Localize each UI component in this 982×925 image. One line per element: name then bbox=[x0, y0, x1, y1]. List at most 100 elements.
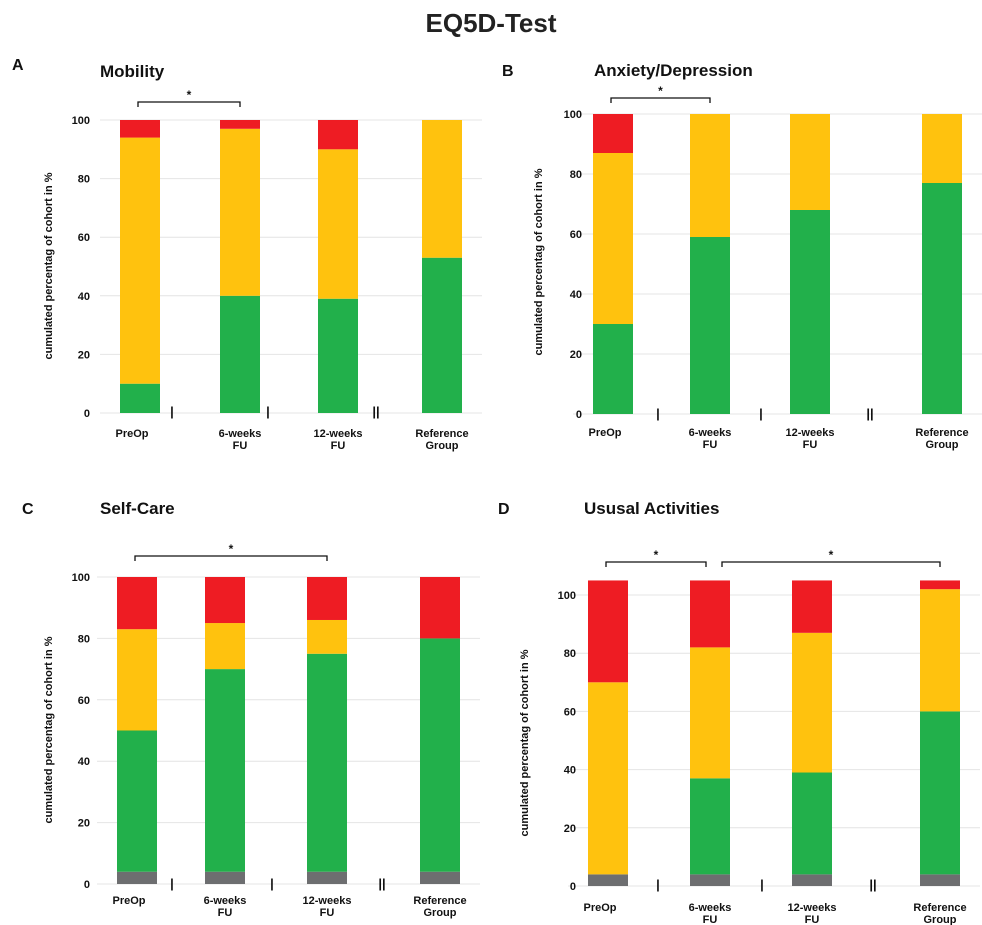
significance-bracket bbox=[137, 101, 241, 107]
bar-segment-green bbox=[117, 730, 157, 872]
category-separator: | bbox=[656, 877, 660, 892]
x-tick-label: Group bbox=[426, 440, 459, 452]
significance-marker: * bbox=[654, 548, 659, 562]
y-tick-label: 40 bbox=[570, 289, 582, 301]
bar-segment-yellow bbox=[690, 647, 730, 779]
bar-segment-yellow bbox=[593, 153, 633, 324]
x-tick-label: 12-weeks bbox=[314, 428, 363, 440]
y-tick-label: 100 bbox=[558, 590, 576, 602]
x-tick-label: Group bbox=[924, 914, 957, 925]
significance-bracket bbox=[134, 555, 328, 561]
bar-segment-red bbox=[307, 577, 347, 620]
panel-letter: A bbox=[12, 57, 24, 74]
x-tick-label: 6-weeks bbox=[204, 895, 247, 907]
x-tick-label: PreOp bbox=[583, 902, 616, 914]
y-tick-label: 80 bbox=[78, 633, 90, 645]
significance-marker: * bbox=[829, 548, 834, 562]
y-tick-label: 20 bbox=[78, 349, 90, 361]
y-axis-label: cumulated percentag of cohort in % bbox=[43, 636, 55, 823]
category-separator: | bbox=[270, 876, 274, 891]
x-tick-label: FU bbox=[703, 914, 718, 925]
bar-segment-green bbox=[790, 210, 830, 414]
significance-bracket bbox=[721, 561, 941, 567]
y-tick-label: 100 bbox=[72, 572, 90, 584]
x-tick-label: 6-weeks bbox=[689, 427, 732, 439]
category-separator: || bbox=[869, 877, 876, 892]
bar-segment-yellow bbox=[922, 114, 962, 183]
panel-letter: B bbox=[502, 63, 514, 80]
panel-d: D Ususal Activities cumulated percentag of… bbox=[498, 499, 980, 925]
bar-segment-green bbox=[922, 183, 962, 414]
bar-segment-gray bbox=[205, 871, 245, 884]
significance-bracket bbox=[610, 97, 711, 103]
x-tick-label: PreOp bbox=[112, 895, 145, 907]
x-tick-label: FU bbox=[320, 907, 335, 919]
x-tick-label: Group bbox=[424, 907, 457, 919]
bar-segment-red bbox=[205, 577, 245, 624]
bar-segment-yellow bbox=[690, 114, 730, 237]
y-tick-label: 20 bbox=[570, 349, 582, 361]
category-separator: | bbox=[170, 876, 174, 891]
x-tick-label: 6-weeks bbox=[219, 428, 262, 440]
category-separator: || bbox=[866, 406, 873, 421]
y-tick-label: 60 bbox=[78, 232, 90, 244]
figure-title: EQ5D-Test bbox=[425, 8, 557, 38]
y-axis-label: cumulated percentag of cohort in % bbox=[43, 172, 55, 359]
bar-segment-green bbox=[422, 257, 462, 413]
bar-segment-green bbox=[690, 778, 730, 875]
panel-title: Self-Care bbox=[100, 499, 175, 518]
x-tick-label: Group bbox=[926, 439, 959, 451]
bar-segment-gray bbox=[792, 874, 832, 886]
x-tick-label: 12-weeks bbox=[788, 902, 837, 914]
bar-segment-red bbox=[593, 114, 633, 153]
bar-segment-yellow bbox=[588, 682, 628, 875]
bar-segment-red bbox=[220, 120, 260, 129]
y-tick-label: 80 bbox=[570, 169, 582, 181]
bar-segment-green bbox=[920, 711, 960, 875]
y-tick-label: 100 bbox=[564, 109, 582, 121]
category-separator: | bbox=[170, 404, 174, 419]
bar-segment-red bbox=[420, 577, 460, 639]
category-separator: | bbox=[759, 406, 763, 421]
category-separator: || bbox=[378, 876, 385, 891]
bar-segment-yellow bbox=[120, 137, 160, 384]
x-tick-label: FU bbox=[331, 440, 346, 452]
bar-segment-red bbox=[588, 580, 628, 683]
bar-segment-yellow bbox=[792, 632, 832, 773]
significance-marker: * bbox=[658, 84, 663, 98]
x-tick-label: Reference bbox=[913, 902, 966, 914]
bar-segment-yellow bbox=[920, 589, 960, 712]
y-tick-label: 20 bbox=[564, 823, 576, 835]
y-tick-label: 100 bbox=[72, 115, 90, 127]
significance-bracket bbox=[605, 561, 707, 567]
x-tick-label: 6-weeks bbox=[689, 902, 732, 914]
bar-segment-gray bbox=[117, 871, 157, 884]
significance-marker: * bbox=[229, 542, 234, 556]
bar-segment-green bbox=[120, 383, 160, 413]
x-tick-label: FU bbox=[803, 439, 818, 451]
x-tick-label: 12-weeks bbox=[303, 895, 352, 907]
bar-segment-green bbox=[420, 638, 460, 872]
bar-segment-yellow bbox=[220, 128, 260, 296]
bar-segment-green bbox=[318, 298, 358, 413]
panel-title: Mobility bbox=[100, 62, 165, 81]
x-tick-label: PreOp bbox=[115, 428, 148, 440]
x-tick-label: 12-weeks bbox=[786, 427, 835, 439]
category-separator: | bbox=[656, 406, 660, 421]
category-separator: | bbox=[760, 877, 764, 892]
bar-segment-gray bbox=[588, 874, 628, 886]
y-tick-label: 0 bbox=[576, 409, 582, 421]
panel-title: Ususal Activities bbox=[584, 499, 719, 518]
x-tick-label: Reference bbox=[915, 427, 968, 439]
bar-segment-green bbox=[205, 669, 245, 872]
y-tick-label: 0 bbox=[570, 881, 576, 893]
y-axis-label: cumulated percentag of cohort in % bbox=[533, 168, 545, 355]
x-tick-label: PreOp bbox=[588, 427, 621, 439]
bar-segment-red bbox=[117, 577, 157, 630]
bar-segment-green bbox=[220, 295, 260, 413]
y-tick-label: 60 bbox=[78, 695, 90, 707]
bar-segment-red bbox=[792, 580, 832, 633]
bar-segment-yellow bbox=[117, 629, 157, 731]
bar-segment-green bbox=[792, 772, 832, 875]
bar-segment-red bbox=[318, 120, 358, 150]
